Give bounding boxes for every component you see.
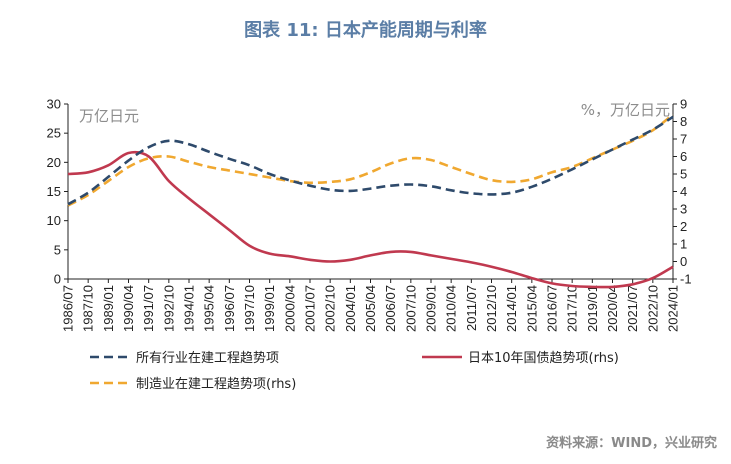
right-tick-label: 7 — [680, 132, 687, 147]
right-tick-label: 9 — [680, 97, 687, 112]
right-tick-label: 0 — [680, 254, 687, 269]
axes-group: 0 5 10 15 20 25 30 -1 0 1 2 3 4 5 6 7 8 9 1986/07 1987/10 19… — [47, 97, 692, 333]
left-tick-label: 20 — [47, 155, 61, 170]
x-tick-label: 2016/07 — [545, 285, 560, 332]
x-tick-label: 2011/07 — [464, 285, 479, 331]
right-unit-label: %，万亿日元 — [581, 101, 670, 119]
right-tick-label: 5 — [680, 167, 687, 182]
right-tick-label: 1 — [680, 237, 687, 252]
series-line-2 — [67, 113, 674, 207]
chart-title: 图表 11: 日本产能周期与利率 — [244, 20, 487, 41]
x-tick-label: 1996/07 — [222, 285, 237, 332]
left-tick-label: 10 — [47, 213, 61, 228]
x-tick-label: 2009/01 — [424, 285, 439, 332]
left-tick-label: 15 — [47, 184, 61, 199]
x-tick-label: 2024/01 — [666, 285, 681, 332]
legend-label-2: 制造业在建工程趋势项(rhs) — [136, 376, 296, 392]
left-tick-label: 30 — [47, 97, 61, 112]
x-tick-label: 2004/01 — [343, 285, 358, 332]
left-tick-label: 0 — [54, 272, 61, 287]
right-tick-label: 2 — [680, 219, 687, 234]
right-tick-label: 6 — [680, 149, 687, 164]
x-tick-label: 1989/01 — [101, 285, 116, 332]
x-tick-label: 2019/01 — [585, 285, 600, 332]
x-tick-label: 2021/07 — [625, 285, 640, 332]
x-tick-label: 2005/04 — [363, 285, 378, 332]
right-tick-label: 8 — [680, 114, 687, 129]
x-tick-label: 2002/10 — [323, 285, 338, 332]
left-tick-label: 25 — [47, 126, 61, 141]
x-tick-label: 2020/04 — [605, 285, 620, 332]
x-tick-label: 1995/04 — [202, 285, 217, 332]
x-tick-label: 1990/04 — [121, 285, 136, 332]
x-tick-label: 2012/10 — [484, 285, 499, 332]
x-tick-label: 1994/01 — [182, 285, 197, 332]
series-group — [67, 113, 674, 289]
x-tick-label: 2000/04 — [282, 285, 297, 332]
legend-group: 所有行业在建工程趋势项 日本10年国债趋势项(rhs) 制造业在建工程趋势项(rhs… — [90, 350, 619, 392]
x-tick-label: 2007/10 — [403, 285, 418, 332]
x-tick-label: 2010/04 — [444, 285, 459, 332]
right-tick-label: -1 — [680, 272, 692, 287]
right-tick-label: 3 — [680, 202, 687, 217]
x-tick-label: 2014/01 — [504, 285, 519, 332]
legend-label-0: 所有行业在建工程趋势项 — [136, 350, 279, 366]
x-tick-label: 1997/10 — [242, 285, 257, 332]
left-unit-label: 万亿日元 — [79, 107, 139, 125]
x-tick-label: 2001/07 — [303, 285, 318, 332]
series-line-0 — [67, 115, 674, 206]
x-tick-label: 2017/10 — [565, 285, 580, 332]
source-note: 资料来源：WIND，兴业研究 — [546, 436, 717, 451]
left-tick-label: 5 — [54, 242, 61, 257]
x-tick-label: 1992/10 — [161, 285, 176, 332]
x-tick-label: 1986/07 — [61, 285, 76, 332]
x-tick-label: 1987/10 — [81, 285, 96, 332]
right-tick-label: 4 — [680, 184, 687, 199]
x-tick-label: 2015/04 — [524, 285, 539, 332]
x-tick-label: 1999/01 — [262, 285, 277, 332]
x-tick-label: 2006/07 — [383, 285, 398, 332]
series-line-1 — [67, 150, 674, 289]
x-tick-label: 1991/07 — [141, 285, 156, 332]
x-tick-label: 2022/10 — [645, 285, 660, 332]
legend-label-1: 日本10年国债趋势项(rhs) — [468, 350, 619, 366]
